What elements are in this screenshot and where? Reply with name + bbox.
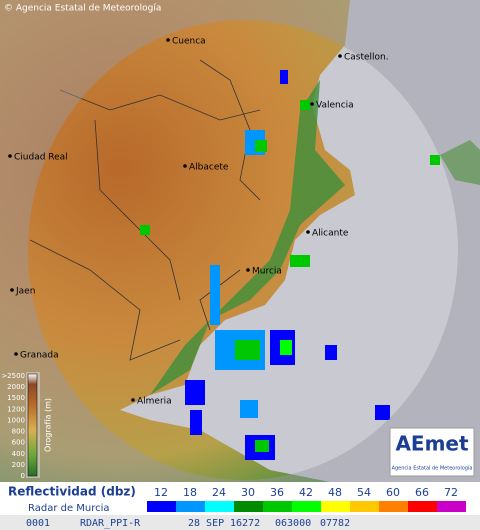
map	[0, 0, 480, 482]
logo-caption: Agencia Estatal de Meteorología	[392, 465, 473, 472]
level-label: 72	[444, 486, 458, 499]
city-label: Almeria	[137, 397, 172, 407]
city-label: Ciudad Real	[14, 153, 68, 163]
city-dot	[14, 352, 18, 356]
city-label: Alicante	[312, 229, 349, 239]
level-label: 42	[299, 486, 313, 499]
city-label: Granada	[20, 351, 59, 361]
logo-box	[389, 427, 475, 477]
orography-tick: 2000	[7, 383, 25, 391]
level-swatch	[321, 501, 350, 512]
status-field: 063000	[275, 518, 311, 529]
orography-tick: 600	[12, 439, 25, 447]
island	[440, 140, 480, 185]
status-field: RDAR_PPI-R	[80, 518, 141, 529]
level-swatch	[147, 501, 176, 512]
orography-tick: 800	[12, 428, 25, 436]
city-labels: Cuenca Castellon. Valencia Ciudad Real Albac…	[8, 37, 389, 407]
copyright: © Agencia Estatal de Meteorología	[4, 4, 161, 14]
city-dot	[10, 288, 14, 292]
level-label: 12	[154, 486, 168, 499]
radar-echoes	[140, 70, 440, 460]
level-label: 66	[415, 486, 429, 499]
level-label: 60	[386, 486, 400, 499]
level-label: 36	[270, 486, 284, 499]
city-dot	[306, 230, 310, 234]
city-dot	[131, 398, 135, 402]
reflectivity-scale: 12 18 24 30 36 42 48 54 60 66 72	[147, 486, 466, 512]
orography-tick: 400	[12, 450, 25, 458]
status-field: 07782	[320, 518, 350, 529]
orography-tick: 1000	[7, 416, 25, 424]
city-dot	[246, 268, 250, 272]
orography-tick: 1200	[7, 405, 25, 413]
sea	[120, 0, 480, 482]
city-label: Valencia	[316, 101, 354, 111]
orography-legend: Orografía (m) >2500200015001200100080060…	[1, 372, 53, 480]
level-swatch	[205, 501, 234, 512]
city-dot	[8, 154, 12, 158]
orography-tick: >2500	[1, 372, 25, 380]
status-field: 28 SEP	[188, 518, 224, 529]
legend-subtitle: Radar de Murcia	[28, 503, 110, 514]
city-dot	[166, 38, 170, 42]
level-label: 24	[212, 486, 226, 499]
level-swatch	[379, 501, 408, 512]
level-swatch	[408, 501, 437, 512]
logo: AEmet Agencia Estatal de Meteorología	[389, 427, 475, 477]
logo-brand: AEmet	[395, 432, 469, 456]
coastal-plain	[150, 80, 345, 395]
city-dot	[183, 164, 187, 168]
status-fields: 0001 RDAR_PPI-R 28 SEP 16272 063000 07782	[26, 518, 350, 529]
city-label: Castellon.	[344, 53, 389, 63]
status-field: 0001	[26, 518, 50, 529]
orography-bar	[27, 373, 38, 477]
level-swatch	[263, 501, 292, 512]
orography-tick: 0	[21, 472, 25, 480]
city-label: Albacete	[189, 163, 229, 173]
city-label: Jaen	[15, 287, 35, 297]
level-label: 54	[357, 486, 371, 499]
city-label: Cuenca	[172, 37, 206, 47]
city-dot	[310, 102, 314, 106]
level-label: 18	[183, 486, 197, 499]
status-bar	[0, 515, 480, 530]
level-label: 30	[241, 486, 255, 499]
legend-title: Reflectividad (dbz)	[8, 485, 136, 499]
orography-tick: 200	[12, 461, 25, 469]
level-swatch	[292, 501, 321, 512]
orography-title: Orografía (m)	[44, 398, 53, 452]
city-dot	[338, 54, 342, 58]
orography-tick: 1500	[7, 394, 25, 402]
level-swatch	[437, 501, 466, 512]
level-label: 48	[328, 486, 342, 499]
status-field: 16272	[230, 518, 260, 529]
level-swatch	[234, 501, 263, 512]
level-swatch	[176, 501, 205, 512]
level-swatch	[350, 501, 379, 512]
city-label: Murcia	[252, 267, 282, 277]
